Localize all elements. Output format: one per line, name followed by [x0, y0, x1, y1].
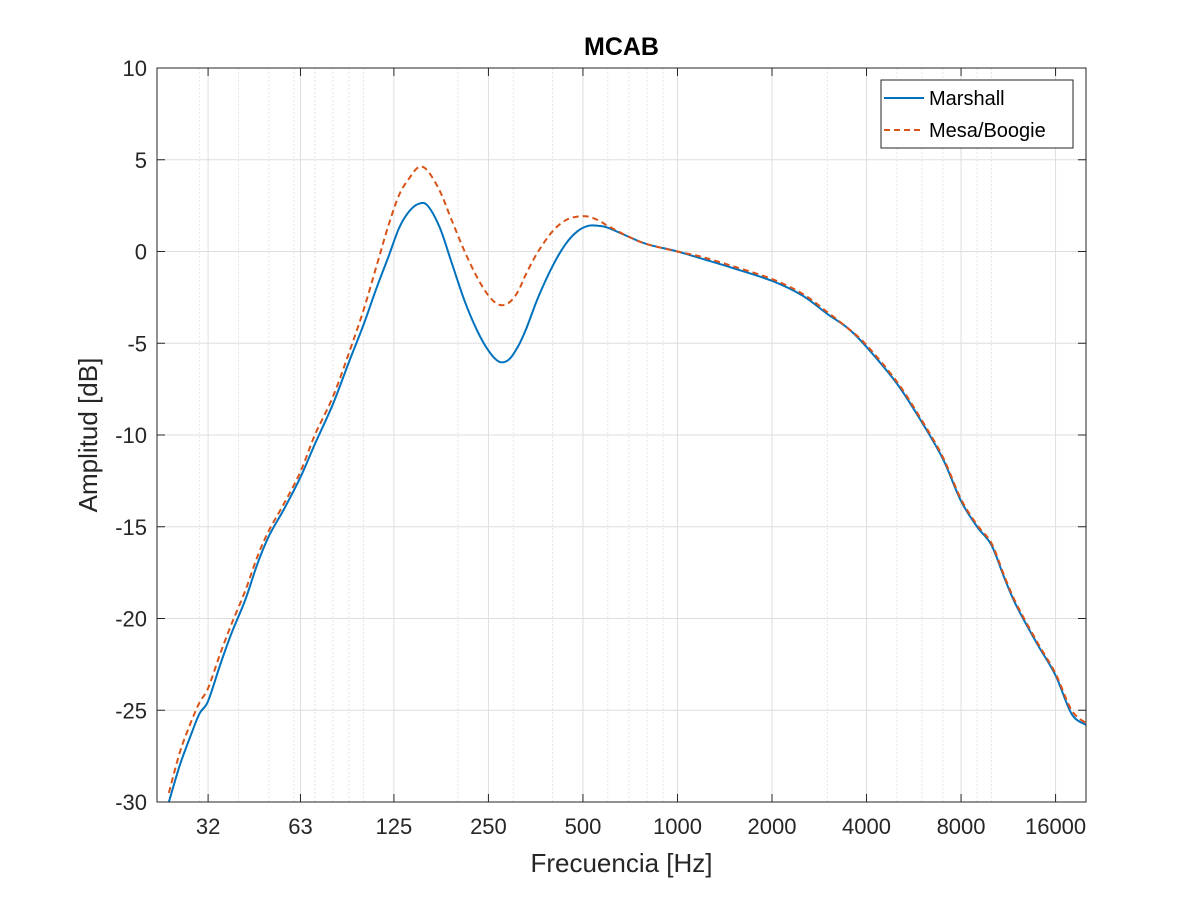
y-tick-label: 0	[135, 240, 147, 265]
x-tick-label: 2000	[748, 814, 797, 839]
x-tick-label: 63	[288, 814, 312, 839]
y-tick-label: -25	[115, 698, 147, 723]
x-tick-label: 8000	[937, 814, 986, 839]
x-axis-label: Frecuencia [Hz]	[530, 848, 712, 878]
x-tick-label: 4000	[842, 814, 891, 839]
series-line-mesa-boogie	[167, 165, 1086, 794]
y-tick-label: 5	[135, 148, 147, 173]
chart-title: MCAB	[584, 33, 659, 61]
y-axis-label: Amplitud [dB]	[73, 358, 103, 513]
y-tick-label: 10	[123, 56, 147, 81]
y-tick-label: -5	[127, 331, 147, 356]
x-tick-label: 1000	[653, 814, 702, 839]
legend-box	[880, 79, 1074, 149]
y-tick-label: -20	[115, 607, 147, 632]
y-tick-label: -10	[115, 423, 147, 448]
x-tick-label: 32	[196, 814, 220, 839]
grid-lines	[157, 68, 1086, 802]
series-lines	[167, 165, 1086, 802]
x-tick-label: 250	[470, 814, 507, 839]
legend: Marshall Mesa/Boogie	[880, 79, 1074, 149]
legend-label-mesa-boogie: Mesa/Boogie	[929, 120, 1046, 142]
x-tick-label: 125	[376, 814, 413, 839]
x-tick-label: 16000	[1025, 814, 1086, 839]
axis-ticks: 32 63 125 250 500 1000 2000 4000 8000 16000 -30 -25…	[115, 56, 1086, 839]
x-tick-label: 500	[565, 814, 602, 839]
legend-label-marshall: Marshall	[929, 88, 1005, 110]
y-tick-label: -30	[115, 790, 147, 815]
y-tick-label: -15	[115, 515, 147, 540]
